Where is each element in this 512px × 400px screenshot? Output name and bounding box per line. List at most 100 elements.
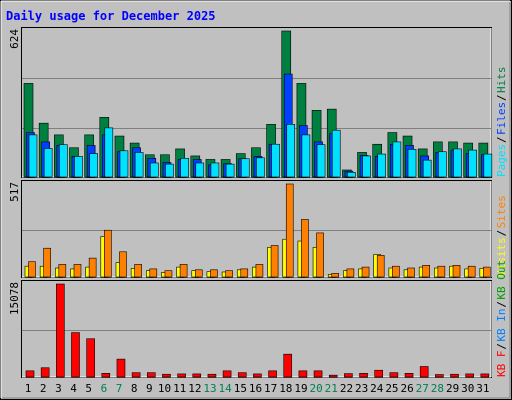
kb-f-bar [222,370,232,378]
kb-f-bar [131,372,141,378]
day-label-1: 1 [25,382,32,395]
day-label-4: 4 [70,382,77,395]
kb-f-bar [328,374,338,378]
pages-bar [28,134,38,178]
pages-bar [43,148,53,178]
pages-bar [407,149,417,178]
kb-f-bar [71,332,80,378]
day-label-2: 2 [40,382,47,395]
kb-f-bar [192,373,202,378]
kb-f-bar [162,373,171,378]
pages-bar [362,155,371,178]
day-label-15: 15 [234,382,247,395]
sites-bar [28,261,36,278]
panel-3-frame [21,280,492,378]
pages-bar [331,129,341,178]
day-label-27: 27 [416,382,429,395]
panel-1-legend-files: Files [495,102,508,135]
pages-bar [149,162,159,178]
pages-bar [210,162,220,178]
day-label-5: 5 [85,382,92,395]
sites-bar [104,229,112,278]
kb-f-bar [86,338,95,378]
kb-f-bar [480,373,490,378]
sites-bar [346,268,355,278]
sites-bar [483,266,491,278]
sites-bar [301,219,309,278]
chart-title: Daily usage for December 2025 [6,9,216,23]
kb-f-bar [101,372,111,378]
sites-bar [437,265,446,278]
pages-bar [438,151,447,178]
sites-bar [270,245,279,278]
day-label-3: 3 [55,382,62,395]
legend-separator: / [495,343,508,350]
day-label-28: 28 [431,382,444,395]
sites-bar [255,264,264,278]
sites-bar [164,270,173,278]
sites-bar [407,267,415,278]
legend-separator: / [495,136,508,143]
kb-f-bar [253,373,262,378]
sites-bar [361,266,370,278]
pages-bar [225,163,235,178]
pages-bar [286,124,296,178]
pages-bar [74,156,83,178]
pages-bar [468,149,477,178]
day-label-14: 14 [219,382,233,395]
sites-bar [119,251,127,278]
sites-bar [376,255,385,278]
day-label-31: 31 [476,382,489,395]
day-label-10: 10 [158,382,171,395]
sites-bar [134,264,142,278]
panel-3-legend-kb-f: KB F [495,351,508,378]
kb-f-bar [268,370,277,378]
day-label-24: 24 [370,382,384,395]
pages-bar [483,153,493,178]
pages-bar [271,143,280,178]
day-label-16: 16 [249,382,262,395]
day-label-18: 18 [279,382,292,395]
panel-3-ymax-label: 15078 [8,282,21,315]
day-label-26: 26 [400,382,413,395]
sites-bar [73,264,82,278]
pages-bar [316,144,326,178]
kb-f-bar [146,372,156,378]
pages-bar [256,157,265,178]
pages-bar [453,148,462,178]
kb-f-bar [313,370,323,378]
pages-bar [377,153,387,178]
day-label-22: 22 [340,382,353,395]
sites-bar [43,247,51,278]
pages-bar [59,144,68,178]
day-label-9: 9 [146,382,153,395]
panel-3-legend-kb-in: KB In [495,308,508,341]
kb-f-bar [359,372,368,378]
kb-f-bar [298,370,308,378]
sites-bar [88,257,97,278]
pages-bar [301,134,311,178]
pages-bar [392,141,402,178]
kb-f-bar [25,370,35,378]
day-label-19: 19 [294,382,307,395]
day-label-29: 29 [446,382,459,395]
panel-3-legend-kb-out: KB Out [495,260,508,300]
day-label-6: 6 [101,382,108,395]
day-label-12: 12 [188,382,201,395]
day-label-13: 13 [203,382,216,395]
kb-f-bar [344,373,353,378]
kb-f-bar [56,283,65,378]
panel-2-legend-sites: Sites [495,195,508,228]
day-label-20: 20 [310,382,323,395]
pages-bar [134,152,144,178]
sites-bar [225,270,233,278]
sites-bar [210,269,218,278]
sites-bar [316,232,324,278]
legend-separator: / [495,94,508,101]
sites-bar [179,264,188,278]
day-label-25: 25 [385,382,398,395]
pages-bar [240,158,250,178]
sites-bar [194,269,203,278]
panel-1-legend-pages: Pages [495,144,508,177]
